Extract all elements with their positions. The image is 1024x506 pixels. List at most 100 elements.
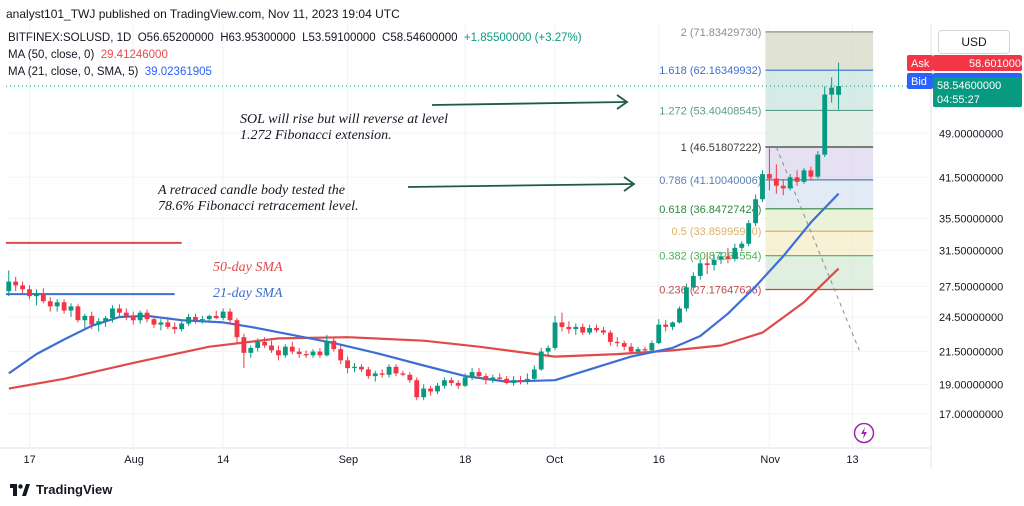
candle: [345, 356, 351, 374]
annotation-arrow-1: [431, 101, 626, 106]
candle-body: [20, 285, 26, 290]
last-price-tag: 58.54600000 04:55:27: [933, 77, 1022, 108]
fib-level-label: 0.786 (41.10040006): [659, 175, 761, 187]
candle: [75, 304, 81, 323]
fib-zone: [765, 208, 874, 232]
candle-body: [690, 275, 696, 288]
x-tick-label: 16: [653, 454, 665, 466]
chart-frame[interactable]: 17.00000000 19.00000000 21.50000000 24.5000…: [0, 24, 1024, 470]
candle-body: [331, 340, 337, 350]
ask-tag: 58.60100000 Ask: [907, 54, 1024, 71]
candle: [393, 364, 399, 377]
candle-body: [594, 328, 599, 331]
candle-body: [753, 199, 759, 224]
candle: [234, 318, 240, 344]
fib-zone: [765, 179, 874, 209]
y-tick-label: 19.00000000: [939, 379, 1003, 391]
candle-body: [545, 347, 551, 352]
candle: [518, 376, 523, 385]
candle: [13, 276, 19, 292]
candle-body: [677, 308, 682, 323]
candle: [365, 366, 371, 379]
ma50-legend-row: MA (50, close, 0) 29.41246000: [8, 47, 582, 64]
ma50-line: [8, 267, 840, 390]
candle: [165, 316, 171, 330]
last-price-bg: [933, 77, 1022, 108]
candle-body: [82, 315, 88, 321]
y-tick-label: 41.50000000: [939, 172, 1003, 184]
candle: [386, 364, 392, 378]
candle: [27, 285, 32, 300]
fib-zone: [765, 255, 874, 290]
bid-tag-label: Bid: [911, 76, 927, 88]
candle: [490, 374, 496, 383]
candle: [82, 313, 88, 329]
candle: [172, 322, 178, 334]
tradingview-logo[interactable]: TradingView: [10, 482, 112, 497]
candle-body: [455, 382, 461, 386]
candle: [545, 345, 551, 356]
candle-body: [345, 360, 351, 369]
y-tick-label: 24.50000000: [939, 312, 1003, 324]
candle-body: [497, 377, 503, 379]
candle: [601, 326, 606, 335]
candle-body: [718, 256, 724, 260]
candle-body: [379, 373, 385, 375]
candle: [303, 350, 309, 358]
candle-body: [206, 315, 212, 320]
candle: [103, 315, 108, 327]
candle: [400, 370, 406, 377]
candle: [663, 320, 669, 332]
candle: [718, 252, 724, 265]
candle-body: [739, 243, 745, 248]
bid-tag-label-bg: [907, 72, 933, 89]
candle: [310, 349, 316, 358]
candle-body: [414, 380, 420, 398]
price-chart[interactable]: 17.00000000 19.00000000 21.50000000 24.5000…: [0, 24, 1024, 470]
candle: [68, 303, 74, 317]
candle: [317, 347, 323, 358]
candle: [483, 373, 489, 385]
flash-icon[interactable]: [853, 422, 875, 449]
ohlc-low: L53.59100000: [302, 32, 376, 44]
candle: [746, 220, 752, 247]
candle: [61, 299, 67, 314]
candle: [642, 346, 648, 353]
candle: [462, 373, 468, 388]
ma50-legend-label: MA (50, close, 0): [8, 49, 95, 61]
candle-body: [158, 322, 164, 325]
symbol-row: BITFINEX:SOLUSD, 1D O56.65200000 H63.953…: [8, 30, 582, 47]
candle: [123, 308, 129, 321]
candle-body: [760, 174, 765, 200]
candle: [407, 372, 413, 383]
candle: [96, 318, 102, 332]
candle-body: [359, 366, 364, 370]
candle: [137, 310, 143, 324]
annotation-arrow-2: [407, 183, 633, 188]
candle: [684, 283, 689, 312]
candle: [469, 368, 475, 381]
ohlc-change: +1.85500000 (+3.27%): [463, 32, 582, 44]
candle-body: [697, 263, 703, 276]
candle: [206, 314, 212, 323]
candle-body: [365, 369, 371, 377]
candle-body: [144, 312, 150, 320]
currency-button[interactable]: USD: [938, 30, 1010, 54]
candle: [34, 289, 39, 306]
candle: [227, 308, 233, 325]
fib-zone: [765, 31, 874, 71]
candle-body: [386, 366, 392, 375]
candle: [89, 311, 95, 330]
countdown-value: 04:55:27: [937, 94, 980, 106]
candle-body: [68, 306, 74, 311]
candle: [338, 345, 344, 365]
candle-body: [303, 354, 309, 356]
candle: [607, 330, 613, 346]
candle-body: [642, 349, 648, 351]
candle: [47, 297, 53, 312]
ask-tag-label-bg: [907, 54, 933, 71]
candle: [815, 151, 821, 179]
candle: [794, 170, 800, 186]
chart-legend: BITFINEX:SOLUSD, 1D O56.65200000 H63.953…: [8, 30, 582, 81]
x-tick-label: Oct: [546, 454, 563, 466]
